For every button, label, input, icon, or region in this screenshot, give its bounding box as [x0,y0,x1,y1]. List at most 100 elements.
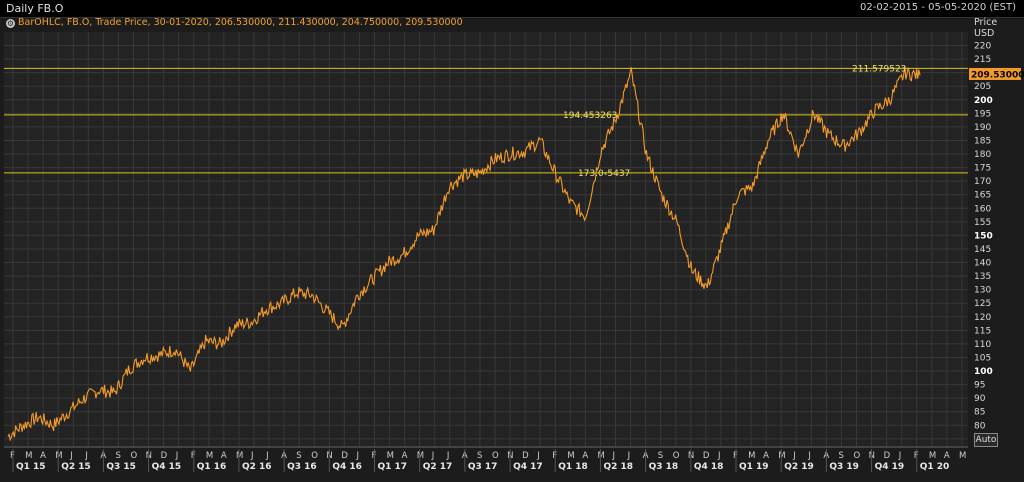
y-tick-label: 175 [974,164,991,174]
month-tick-label: J [175,451,179,461]
month-tick-label: M [25,451,32,461]
series-legend[interactable]: ⚙ BarOHLC, FB.O, Trade Price, 30-01-2020,… [6,17,463,30]
y-tick-label: 85 [974,408,985,418]
month-tick-label: J [69,451,73,461]
month-tick-label: J [446,451,450,461]
quarter-tick-label: Q2 15 [61,462,91,472]
y-tick-label: 170 [974,177,991,187]
y-tick-label: 130 [974,286,991,296]
settings-icon[interactable]: ⚙ [6,19,15,28]
month-tick-label: M [959,451,966,461]
quarter-tick-label: Q3 18 [649,462,679,472]
y-tick-label: 180 [974,150,991,160]
month-tick-label: D [522,451,529,461]
quarter-tick-label: Q4 18 [694,462,724,472]
month-tick-label: A [582,451,588,461]
y-tick-label: 80 [974,421,986,431]
month-tick-label: A [40,451,46,461]
plot-area [4,32,968,447]
last-price-label: 209.530000 [971,70,1024,80]
month-tick-label: S [477,451,482,461]
y-tick-label: 135 [974,272,991,282]
month-tick-label: M [55,451,62,461]
title-bar: Daily FB.O 02-02-2015 - 05-05-2020 (EST) [0,0,1024,18]
month-tick-label: A [944,451,950,461]
date-range: 02-02-2015 - 05-05-2020 (EST) [860,2,1016,13]
month-tick-label: M [929,451,936,461]
month-tick-label: D [161,451,168,461]
month-tick-label: S [296,451,301,461]
reference-line-label: 194.453263 [563,111,617,121]
quarter-tick-label: Q2 18 [603,462,633,472]
y-tick-label: 190 [974,123,991,133]
month-tick-label: A [402,451,408,461]
month-tick-label: M [236,451,243,461]
quarter-tick-label: Q4 19 [875,462,905,472]
quarter-tick-label: Q1 17 [378,462,408,472]
quarter-tick-label: Q2 17 [423,462,453,472]
y-tick-label: 195 [974,109,991,119]
y-tick-label: 120 [974,313,991,323]
month-tick-label: J [807,451,811,461]
axis-title-currency: USD [974,28,995,39]
month-tick-label: O [311,451,318,461]
month-tick-label: A [763,451,769,461]
month-tick-label: D [884,451,891,461]
month-tick-label: S [658,451,663,461]
y-tick-label: 115 [974,326,991,336]
month-tick-label: J [250,451,254,461]
quarter-tick-label: Q3 15 [106,462,136,472]
quarter-tick-label: Q3 16 [287,462,317,472]
y-tick-label: 200 [974,96,993,106]
month-tick-label: J [355,451,359,461]
month-tick-label: J [612,451,616,461]
month-tick-label: D [703,451,710,461]
month-tick-label: M [417,451,424,461]
y-tick-label: 165 [974,191,991,201]
quarter-tick-label: Q1 16 [197,462,227,472]
y-tick-label: 95 [974,381,985,391]
month-tick-label: O [673,451,680,461]
quarter-tick-label: Q1 20 [920,462,950,472]
month-tick-label: M [387,451,394,461]
month-tick-label: M [778,451,785,461]
month-tick-label: J [717,451,721,461]
month-tick-label: D [341,451,348,461]
reference-line-label: 173.0‹5437 [578,169,630,179]
month-tick-label: J [792,451,796,461]
month-tick-label: A [221,451,227,461]
y-tick-label: 140 [974,259,991,269]
y-tick-label: 100 [974,367,993,377]
month-tick-label: J [265,451,269,461]
legend-text: BarOHLC, FB.O, Trade Price, 30-01-2020, … [18,17,463,28]
month-tick-label: J [431,451,435,461]
y-tick-label: 110 [974,340,991,350]
quarter-tick-label: Q2 19 [784,462,814,472]
month-tick-label: S [115,451,120,461]
quarter-tick-label: Q3 19 [829,462,859,472]
month-tick-label: S [838,451,843,461]
y-tick-label: 205 [974,82,991,92]
month-tick-label: J [536,451,540,461]
chart-title: Daily FB.O [6,2,64,15]
quarter-tick-label: Q1 19 [739,462,769,472]
month-tick-label: J [84,451,88,461]
month-tick-label: J [627,451,631,461]
price-series-line [7,66,921,442]
quarter-tick-label: Q4 17 [513,462,543,472]
quarter-tick-label: Q4 16 [332,462,362,472]
last-price-badge [969,67,1021,80]
reference-line-label: 211.579523 [852,64,906,74]
auto-scale-button[interactable]: Auto [974,433,998,447]
month-tick-label: M [597,451,604,461]
y-tick-label: 105 [974,353,991,363]
y-tick-label: 145 [974,245,991,255]
quarter-tick-label: Q3 17 [468,462,498,472]
y-tick-label: 125 [974,299,991,309]
y-tick-label: 155 [974,218,991,228]
y-tick-label: 220 [974,42,991,52]
month-tick-label: O [131,451,138,461]
y-tick-label: 215 [974,55,991,65]
